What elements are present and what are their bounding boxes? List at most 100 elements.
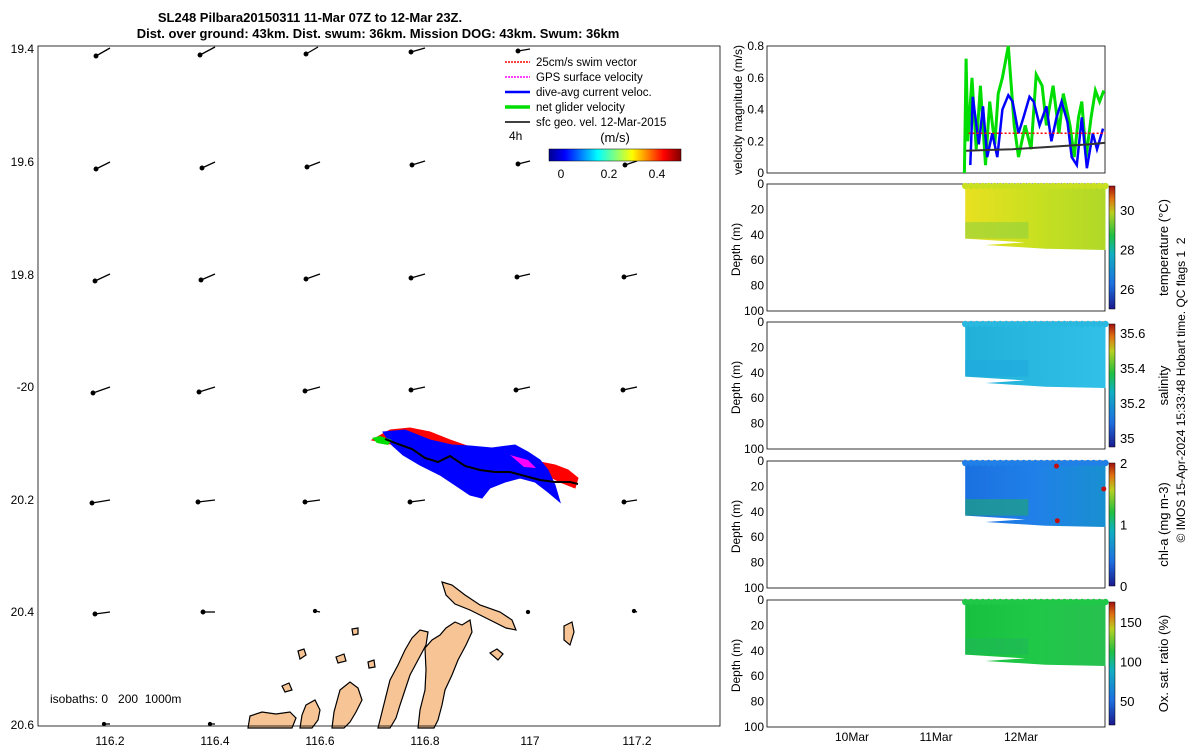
profile-dive-marker [1102,182,1109,190]
legend-item: 25cm/s swim vector [505,57,637,69]
map-y-tick: 19.4 [11,42,35,56]
velocity-y-tick: 0.6 [747,71,764,85]
profile-dive-marker [1020,182,1027,190]
profile-dive-marker [1073,182,1080,190]
map-x-tick: 116.8 [410,734,439,748]
profile-dive-marker [991,459,998,467]
map-y-axis: 19.4 19.6 19.8 -20 20.2 20.4 20.6 [11,42,35,732]
profile-dive-marker [1090,459,1098,467]
profile-dive-marker [962,320,969,328]
profile-dive-marker [1067,459,1074,467]
vector-arrow [196,386,216,395]
depth-tick: 0 [757,454,764,468]
depth-tick: 0 [757,315,764,329]
colorbar-tick: 100 [1120,655,1142,670]
vector-arrow [101,721,110,727]
depth-tick: 0 [757,593,764,607]
vector-arrow [631,608,638,614]
depth-label: Depth (m) [729,223,743,276]
map-colorbar-label: (m/s) [600,130,630,145]
profile-dive-marker [997,320,1004,328]
depth-tick: 20 [751,340,765,354]
profile-dive-marker [962,182,969,190]
depth-tick: 80 [751,279,765,293]
profile-deep-layer [965,360,1029,377]
profile-dive-marker [1008,598,1016,606]
legend-label: dive-avg current veloc. [536,87,652,99]
vector-arrow [303,46,319,57]
glider-blue-vectors [382,429,561,504]
profile-dive-marker [1002,182,1010,190]
profile-dive-marker [1078,459,1086,467]
glider-green-start [372,436,392,445]
colorbar-tick: 35.2 [1120,396,1145,411]
velocity-y-tick: 0.4 [747,103,764,117]
profile-dive-marker [1014,598,1022,606]
map-x-tick: 117 [520,734,539,748]
profile-dive-marker [967,182,975,190]
velocity-ylabel: velocity magnitude (m/s) [731,45,745,175]
profile-dive-marker [1067,320,1074,328]
profile-dive-marker [991,598,998,606]
depth-tick: 40 [751,644,765,658]
legend-item: GPS surface velocity [505,72,643,84]
velocity-axes [766,45,1106,174]
time-axis: 10Mar 11Mar 12Mar [835,730,1038,744]
depth-tick: 60 [751,669,765,683]
velocity-line-0 [962,45,1106,174]
profile-dive-marker [973,598,981,606]
profile-panel-salinity: 0 20 40 60 80 100 Depth (m) 35 35.2 35.4 35.6 salin… [729,315,1171,456]
map-legend: 25cm/s swim vector GPS surface velocity … [505,57,682,181]
profile-dive-marker [1096,598,1103,606]
profile-dive-marker [1043,320,1051,328]
map-colorbar-tick: 0.4 [649,167,666,181]
profile-dive-marker [1038,459,1045,467]
profile-colorbar [1108,462,1116,587]
colorbar-tick: 28 [1120,242,1134,257]
profile-dive-marker [979,320,986,328]
profile-dive-marker [973,459,981,467]
profile-dive-marker [1090,320,1098,328]
profile-dive-marker [1067,182,1074,190]
profile-panel-oxygen: 0 20 40 60 80 100 Depth (m) 50 100 150 Ox. sat. ra… [729,593,1171,734]
vector-arrow [622,160,638,168]
profile-dive-marker [1061,459,1068,467]
title-line1: SL248 Pilbara20150311 11-Mar 07Z to 12-M… [158,10,462,25]
map-panel: 116.2 116.4 116.6 116.8 117 117.2 19.4 1… [11,42,721,748]
profile-dive-marker [962,598,969,606]
map-y-tick: 20.6 [11,718,35,732]
depth-tick: 20 [751,618,765,632]
profile-dive-marker [1055,320,1062,328]
depth-tick: 40 [751,366,765,380]
profile-dive-marker [1096,182,1103,190]
profile-dive-marker [1096,320,1103,328]
profile-dive-marker [1084,182,1092,190]
vector-arrow [93,47,111,59]
map-axes [38,46,720,726]
map-colorbar-tick: 0.2 [601,167,618,181]
profile-dive-marker [1008,459,1016,467]
legend-label: GPS surface velocity [536,72,643,84]
profile-dive-marker [1026,182,1033,190]
profile-dive-marker [1038,598,1045,606]
map-y-tick: -20 [17,380,35,394]
profile-dive-marker [1014,182,1022,190]
vector-arrow [312,608,321,614]
vector-arrow [89,499,111,506]
profile-dive-marker [1055,598,1062,606]
colorbar-tick: 1 [1120,518,1127,533]
map-y-tick: 20.2 [11,493,35,507]
profile-dive-marker [997,459,1004,467]
profile-dive-marker [985,320,992,328]
profile-dive-marker [1049,182,1057,190]
profile-dive-marker [1026,320,1033,328]
profile-panel-chl-a: 0 20 40 60 80 100 Depth (m) 0 1 2 chl-a (mg m-3) [729,454,1171,595]
profile-dive-marker [1008,320,1016,328]
profile-dive-marker [1026,459,1033,467]
legend-label: sfc geo. vel. 12-Mar-2015 [536,117,666,129]
current-vector-field [89,46,638,727]
depth-tick: 60 [751,253,765,267]
profile-dive-marker [1061,598,1068,606]
